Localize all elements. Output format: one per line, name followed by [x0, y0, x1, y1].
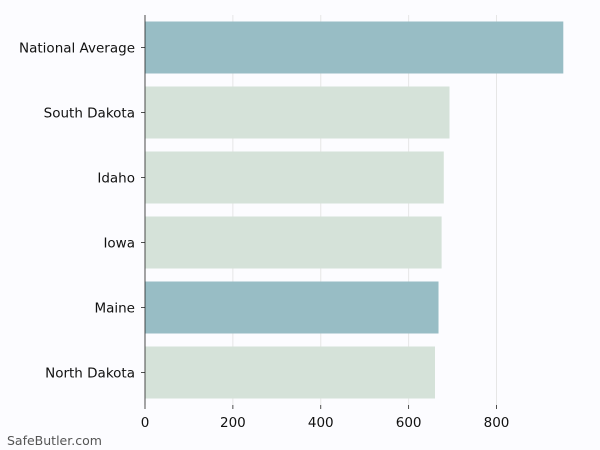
bar	[145, 86, 450, 139]
x-tick-label: 0	[141, 415, 150, 431]
x-tick-label: 400	[308, 415, 334, 431]
category-label: Iowa	[103, 236, 135, 252]
category-label: Maine	[94, 301, 135, 317]
category-label: North Dakota	[45, 366, 135, 382]
bars	[145, 21, 564, 399]
category-label: South Dakota	[44, 106, 135, 122]
watermark: SafeButler.com	[7, 433, 102, 448]
bar	[145, 21, 564, 74]
category-label: Idaho	[97, 171, 135, 187]
x-axis-ticks: 0 200 400 600 800	[141, 405, 510, 431]
bar	[145, 346, 435, 399]
bar	[145, 216, 442, 269]
x-tick-label: 600	[396, 415, 422, 431]
y-axis-labels: National Average South Dakota Idaho Iowa Mai…	[19, 41, 145, 382]
x-tick-label: 800	[484, 415, 510, 431]
bar	[145, 151, 444, 204]
bar	[145, 281, 439, 334]
x-tick-label: 200	[220, 415, 246, 431]
category-label: National Average	[19, 41, 135, 57]
